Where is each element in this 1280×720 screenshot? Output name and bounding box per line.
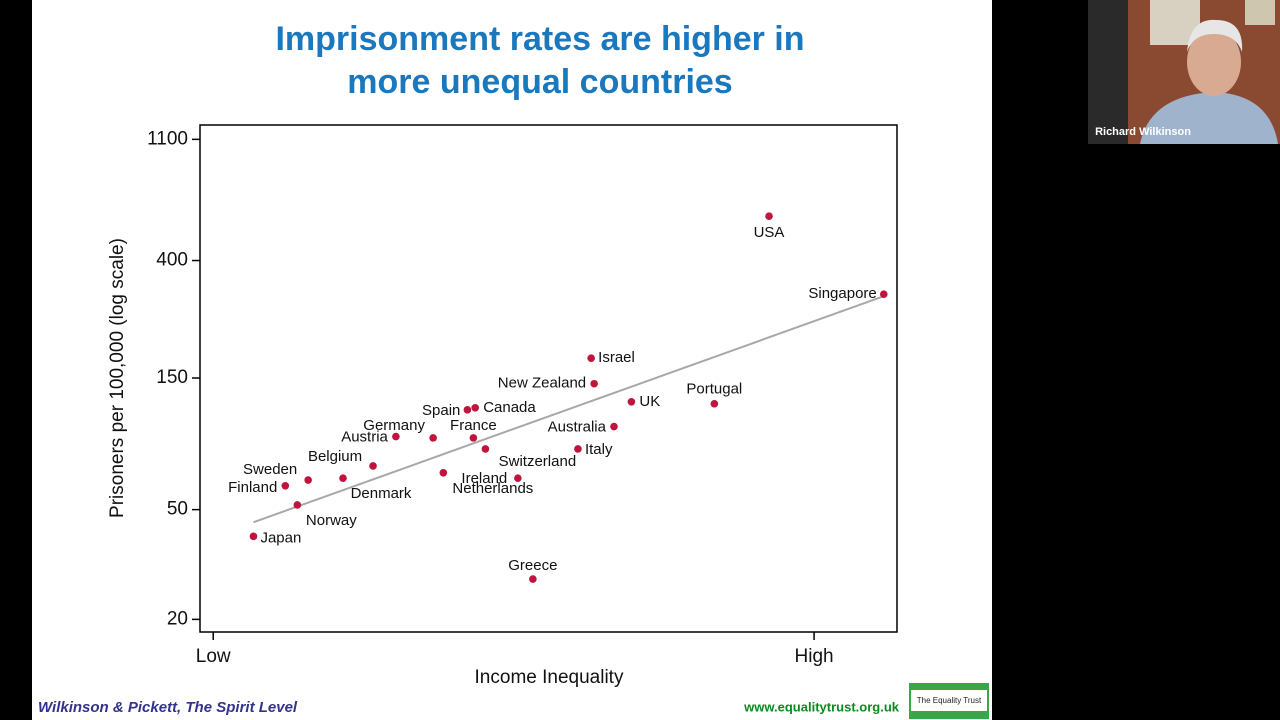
point xyxy=(339,474,347,482)
point-label: Belgium xyxy=(308,448,362,465)
logo-band xyxy=(910,684,988,690)
trend-line xyxy=(253,295,885,524)
point xyxy=(281,481,290,490)
point-label: Singapore xyxy=(808,285,876,302)
point-label: Portugal xyxy=(686,381,742,398)
hair xyxy=(1187,19,1243,52)
point-label: Finland xyxy=(228,479,277,496)
point xyxy=(627,397,636,406)
point xyxy=(439,468,448,477)
y-tick-label: 150 xyxy=(156,367,188,388)
point xyxy=(469,434,478,442)
point-label: Spain xyxy=(422,402,460,419)
point xyxy=(429,434,437,442)
point-label: Australia xyxy=(548,419,607,436)
point xyxy=(590,379,598,388)
point-label: USA xyxy=(754,224,785,241)
point-label: Israel xyxy=(598,349,635,366)
point-label: Netherlands xyxy=(452,480,533,497)
y-tick-label: 20 xyxy=(167,608,188,629)
point xyxy=(587,354,595,362)
source: Wilkinson & Pickett, The Spirit Level xyxy=(38,699,298,716)
point-label: Switzerland xyxy=(499,453,577,470)
y-tick-label: 50 xyxy=(167,499,188,520)
point xyxy=(710,399,719,408)
point-label: Norway xyxy=(306,512,357,529)
point xyxy=(514,474,522,482)
head xyxy=(1187,28,1241,96)
point-label: Italy xyxy=(585,441,613,458)
point xyxy=(249,532,258,541)
point xyxy=(392,432,400,441)
video-tile: Richard Wilkinson xyxy=(1088,0,1280,144)
y-tick-label: 400 xyxy=(156,250,188,271)
point-label: Ireland xyxy=(461,470,507,487)
point-label: Austria xyxy=(341,429,388,446)
shirt xyxy=(1140,92,1278,144)
point-label: New Zealand xyxy=(498,375,586,392)
point xyxy=(879,290,888,298)
point xyxy=(765,212,773,221)
logo-text: The Equality Trust xyxy=(917,696,982,705)
point xyxy=(610,422,618,431)
y-tick-label: 1100 xyxy=(147,128,188,149)
point xyxy=(463,406,472,414)
point xyxy=(481,445,490,453)
x-axis-label: Income Inequality xyxy=(475,667,624,688)
point xyxy=(574,445,582,453)
participant-name: Richard Wilkinson xyxy=(1095,126,1191,138)
point-label: Japan xyxy=(260,529,301,546)
point xyxy=(369,462,377,470)
website: www.equalitytrust.org.uk xyxy=(743,699,900,714)
y-axis-label: Prisoners per 100,000 (log scale) xyxy=(107,238,128,518)
point-label: France xyxy=(450,417,497,434)
logo-band xyxy=(910,711,988,718)
point-label: Denmark xyxy=(351,485,412,502)
point xyxy=(471,403,479,412)
slide-title: Imprisonment rates are higher in xyxy=(275,20,804,58)
point-label: Sweden xyxy=(243,461,297,478)
point-label: UK xyxy=(639,393,660,410)
point xyxy=(529,575,537,583)
point-label: Greece xyxy=(508,557,557,574)
slide xyxy=(32,0,992,720)
point-label: Canada xyxy=(483,399,536,416)
point-label: Germany xyxy=(363,417,425,434)
picture xyxy=(1245,0,1275,25)
point xyxy=(293,501,302,509)
point xyxy=(304,476,312,484)
x-tick-label: Low xyxy=(196,646,231,667)
bookshelf xyxy=(1088,0,1128,144)
slide-title: more unequal countries xyxy=(347,63,732,101)
x-tick-label: High xyxy=(795,646,834,667)
